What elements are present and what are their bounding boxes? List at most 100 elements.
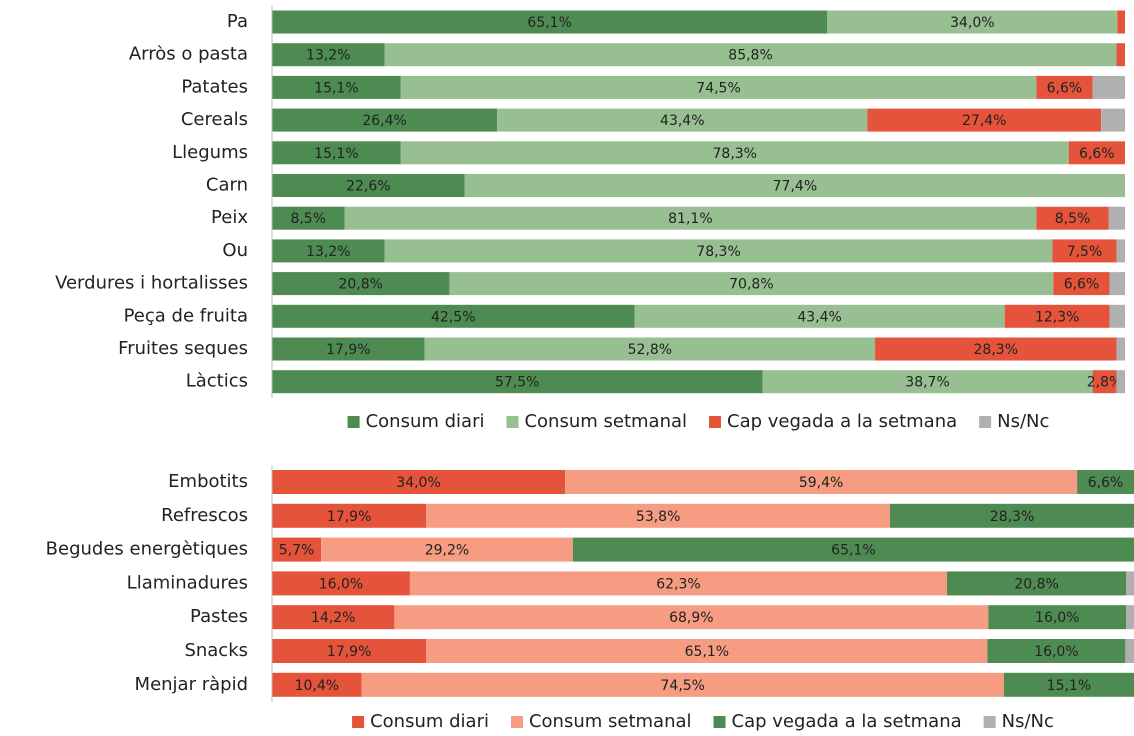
data-label: 62,3%: [656, 576, 700, 592]
data-label: 81,1%: [668, 211, 712, 227]
data-label: 17,9%: [326, 342, 370, 358]
bar-segment: [449, 272, 1054, 296]
bar-segment: [272, 537, 322, 562]
data-label: 26,4%: [362, 113, 406, 129]
bar-segment: [1036, 206, 1109, 230]
bar-segment: [384, 239, 1053, 263]
data-label: 43,4%: [660, 113, 704, 129]
legend-label: Consum diari: [370, 711, 489, 732]
legend-label: Cap vegada a la setmana: [727, 411, 957, 432]
data-label: 43,4%: [797, 309, 841, 325]
data-label: 65,1%: [685, 644, 729, 660]
bar-segment: [565, 470, 1078, 494]
category-label: Menjar ràpid: [135, 674, 248, 695]
legend-swatch: [510, 716, 523, 728]
data-label: 53,8%: [636, 509, 680, 525]
bar-segment: [1003, 672, 1134, 697]
category-label: Carn: [206, 175, 248, 196]
bar-segment: [409, 571, 947, 596]
bar-segment: [272, 206, 345, 230]
bar-segment: [272, 304, 635, 328]
bar-segment: [1092, 370, 1117, 394]
bar-segment: [497, 108, 868, 132]
category-label: Fruites seques: [118, 338, 248, 359]
bar-segment: [1116, 43, 1125, 67]
legend-label: Cap vegada a la setmana: [732, 711, 962, 732]
bar-segment: [272, 370, 763, 394]
data-label: 16,0%: [319, 576, 363, 592]
data-label: 15,1%: [1047, 678, 1091, 694]
legend-swatch: [979, 416, 992, 428]
data-label: 10,4%: [295, 678, 339, 694]
bar-segment: [1101, 108, 1125, 132]
data-label: 12,3%: [1035, 309, 1079, 325]
bar-segment: [867, 108, 1102, 132]
bar-segment: [272, 639, 427, 663]
category-label: Làctics: [186, 371, 248, 392]
data-label: 78,3%: [713, 146, 757, 162]
bar-segment: [1116, 239, 1125, 263]
legend-label: Ns/Nc: [1002, 711, 1054, 732]
legend-swatch: [347, 416, 360, 428]
category-label: Arròs o pasta: [129, 44, 248, 65]
bar-segment: [1004, 304, 1110, 328]
bar-segment: [426, 503, 891, 528]
bar-segment: [1126, 605, 1134, 630]
data-label: 17,9%: [327, 509, 371, 525]
data-label: 5,7%: [279, 543, 315, 559]
bar-segment: [272, 605, 395, 630]
data-label: 34,0%: [950, 15, 994, 31]
bar-segment: [344, 206, 1037, 230]
bar-segment: [424, 337, 876, 361]
bar-segment: [400, 75, 1037, 99]
bar-segment: [827, 10, 1118, 34]
data-label: 57,5%: [495, 375, 539, 391]
data-label: 7,5%: [1067, 244, 1103, 260]
data-label: 34,0%: [396, 475, 440, 491]
data-label: 38,7%: [905, 375, 949, 391]
data-label: 42,5%: [431, 309, 475, 325]
category-label: Cereals: [181, 109, 248, 130]
data-label: 59,4%: [799, 475, 843, 491]
data-label: 6,6%: [1088, 475, 1124, 491]
bar-segment: [272, 141, 401, 165]
data-label: 65,1%: [831, 543, 875, 559]
bar-segment: [1108, 206, 1125, 230]
bar-segment: [875, 337, 1117, 361]
bar-segment: [1036, 75, 1093, 99]
data-label: 78,3%: [696, 244, 740, 260]
data-label: 74,5%: [661, 678, 705, 694]
bar-segment: [400, 141, 1069, 165]
category-label: Refrescos: [161, 505, 248, 526]
bar-segment: [572, 537, 1134, 562]
category-label: Peix: [211, 207, 248, 228]
category-label: Patates: [181, 76, 248, 97]
data-label: 68,9%: [669, 610, 713, 626]
bar-segment: [1092, 75, 1125, 99]
bar-segment: [1109, 272, 1125, 296]
bar-segment: [321, 537, 573, 562]
data-label: 29,2%: [425, 543, 469, 559]
bar-segment: [272, 174, 465, 197]
category-label: Peça de fruita: [124, 305, 248, 326]
category-label: Llegums: [172, 142, 248, 163]
bar-segment: [272, 672, 362, 697]
bar-segment: [1116, 337, 1125, 361]
category-label: Ou: [222, 240, 248, 261]
data-label: 8,5%: [1055, 211, 1091, 227]
bar-segment: [272, 75, 401, 99]
legend-label: Consum setmanal: [529, 711, 692, 732]
bar-segment: [464, 174, 1125, 197]
legend-swatch: [983, 716, 996, 728]
bar-segment: [361, 672, 1004, 697]
data-label: 13,2%: [306, 244, 350, 260]
bar-segment: [987, 639, 1126, 663]
data-label: 6,6%: [1047, 80, 1083, 96]
category-label: Snacks: [184, 640, 248, 661]
legend-swatch: [352, 716, 365, 728]
data-label: 74,5%: [696, 80, 740, 96]
legend-swatch: [713, 716, 726, 728]
legend-label: Ns/Nc: [997, 411, 1049, 432]
bar-segment: [272, 10, 828, 34]
